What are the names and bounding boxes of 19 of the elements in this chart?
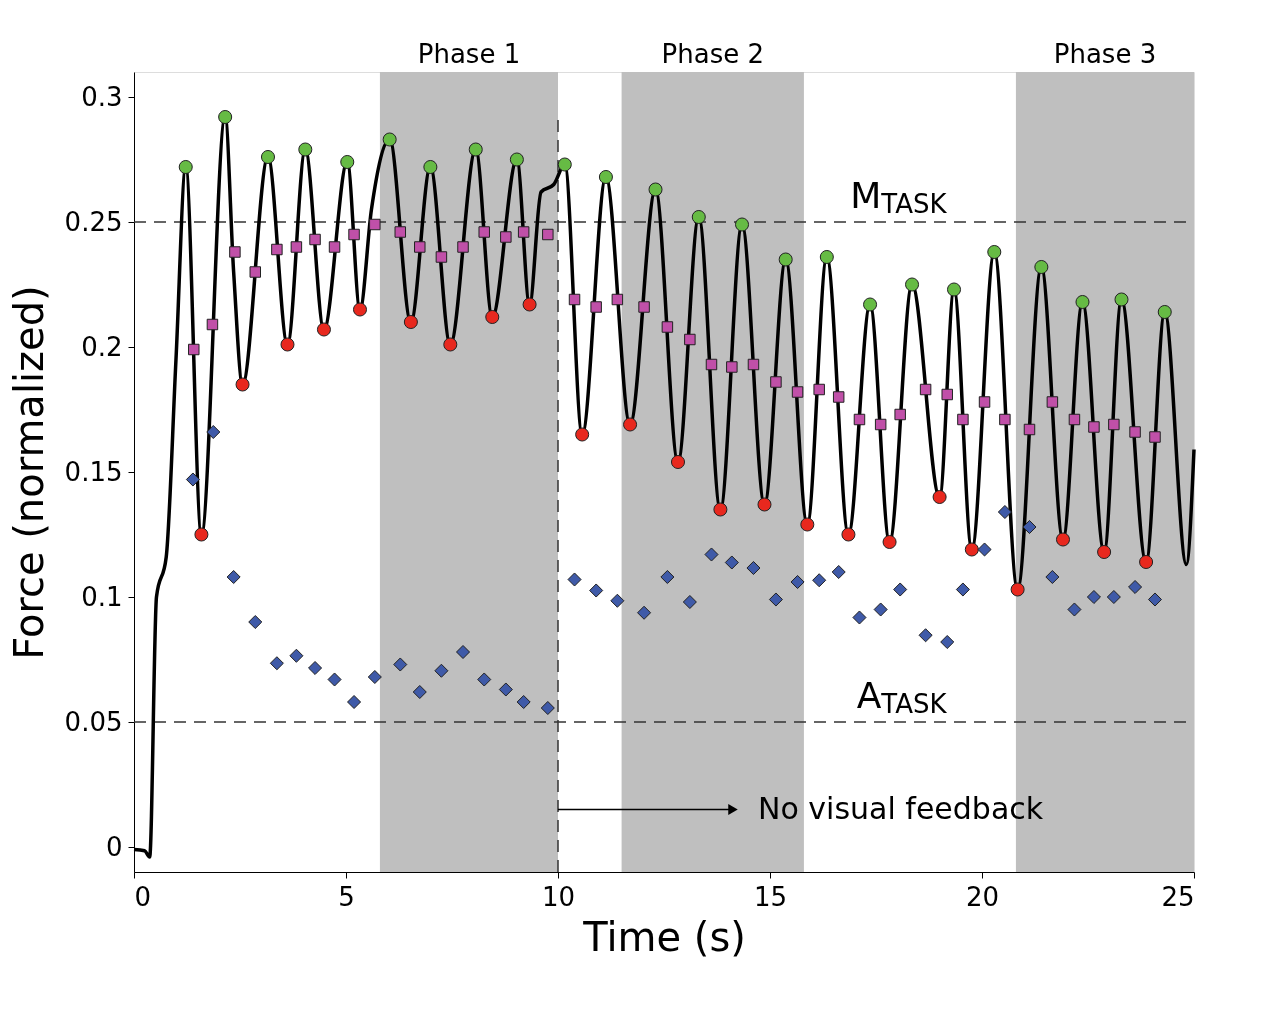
x-tick-label: 15 [753,881,788,912]
y-tick-label: 0.15 [64,456,123,487]
y-axis-title: Force (normalized) [5,285,52,660]
y-tick-label: 0.3 [81,81,123,112]
y-tick-label: 0.1 [81,581,123,612]
y-tick-label: 0.05 [64,706,123,737]
x-tick-label: 20 [965,881,1000,912]
band-label: Phase 3 [1053,39,1157,69]
x-axis-title: Time (s) [582,913,746,960]
band-label: Phase 2 [661,39,764,69]
y-tick-label: 0 [105,831,123,862]
band-label: Phase 1 [417,39,521,69]
y-tick-label: 0.2 [81,331,123,362]
x-tick-label: 25 [1161,881,1195,912]
x-tick-label: 5 [338,881,355,912]
x-tick-label: 10 [541,881,576,912]
x-tick-label: 0 [134,881,152,912]
annotation: No visual feedback [758,790,1044,826]
y-tick-label: 0.25 [64,206,123,237]
